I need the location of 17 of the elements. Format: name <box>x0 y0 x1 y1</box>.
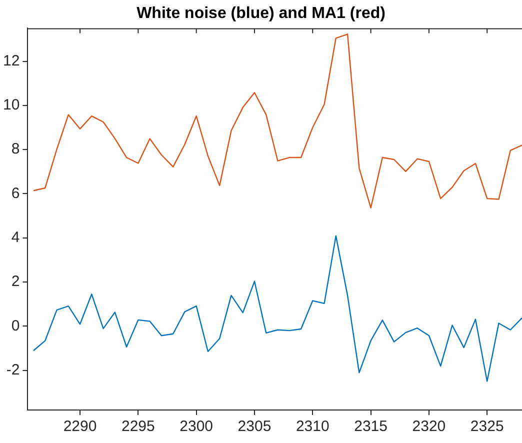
y-tick-label: 2 <box>11 273 20 290</box>
y-tick-label: 0 <box>11 317 20 334</box>
y-tick-label: 10 <box>2 96 20 114</box>
y-tick-label: 12 <box>2 52 20 70</box>
x-tick-label: 2290 <box>63 418 97 436</box>
x-tick-label: 2325 <box>470 418 504 436</box>
y-tick-label: 4 <box>11 229 20 246</box>
y-tick-label: 8 <box>11 140 20 158</box>
x-tick-label: 2305 <box>238 418 272 436</box>
y-tick-label: -2 <box>6 361 20 378</box>
chart-title: White noise (blue) and MA1 (red) <box>136 5 386 22</box>
x-tick-label: 2300 <box>180 418 214 436</box>
x-tick-label: 2315 <box>354 418 388 436</box>
x-tick-label: 2295 <box>121 418 155 436</box>
y-tick-label: 6 <box>11 184 20 202</box>
x-tick-label: 2320 <box>412 418 446 436</box>
x-tick-label: 2310 <box>296 418 330 436</box>
